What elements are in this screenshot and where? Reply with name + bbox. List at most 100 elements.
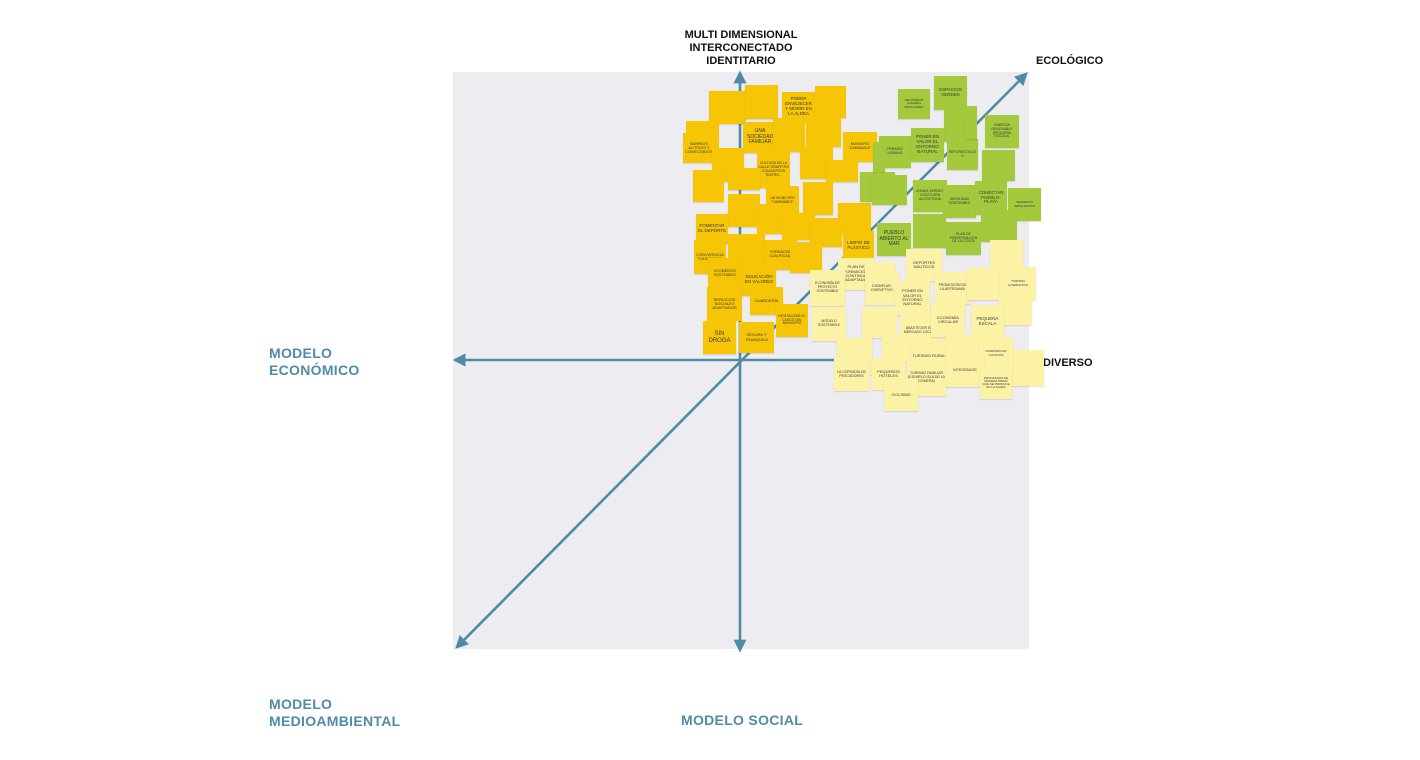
sticky-note-text: MOVILIDAD SOSTENIBLE	[948, 196, 971, 205]
sticky-note: LA COFRADÍA DE PESCADORES	[834, 358, 869, 391]
sticky-note	[815, 86, 846, 118]
sticky-note: ECONOMÍA DE PROYECTO SOSTENIBLE	[810, 270, 845, 306]
sticky-note-text: UN MUNICIPIO "CAMINABLE"	[770, 196, 795, 204]
sticky-note-text: TURISMO ALTERNATIVO	[1007, 279, 1029, 287]
sticky-note-text: LIMPIO DE PLÁSTICO	[847, 240, 870, 250]
sticky-note	[782, 213, 815, 240]
sticky-note-text: SEGURA Y TRANQUILA	[745, 332, 768, 342]
sticky-note	[913, 214, 946, 248]
sticky-note: PROCESADO DE MATERIA PRIMA QUE SE PRODUC…	[980, 367, 1012, 399]
axis-label-top-line3: IDENTITARIO	[706, 55, 776, 67]
sticky-note	[873, 142, 885, 172]
sticky-note-text: RECUPERAR LUGARES SINGULARES	[904, 98, 924, 109]
sticky-note: FOMENTAR EL DEPORTE	[696, 214, 728, 244]
sticky-note: CULTURA EN LA CALLE GRAFFITIS CONCIERTOS…	[757, 152, 790, 188]
axis-label-top: MULTI DIMENSIONAL INTERCONECTADO IDENTIT…	[660, 29, 822, 68]
axis-label-diverso: DIVERSO	[1043, 357, 1093, 369]
sticky-note	[882, 335, 914, 362]
sticky-note: DIVERSIFICAR CULTIVOS	[979, 337, 1013, 370]
sticky-note: ECOMERCIO SOSTENIBLE	[708, 258, 742, 290]
sticky-note-text: REVITALIZAR EL CASCO DEL MUNICIPIO	[778, 313, 806, 326]
sticky-note: ZONAS VERDES CON FLORA AUTÓCTONA	[913, 180, 947, 212]
sticky-note-text: MUNICIPIO "CAMINABLE"	[848, 142, 872, 150]
sticky-note	[981, 210, 1017, 242]
sticky-note-text: PONER EN VALOR EL ENTORNO NATURAL	[915, 134, 940, 154]
sticky-note: REFORESTACIÓN	[947, 139, 978, 170]
axis-label-top-line1: MULTI DIMENSIONAL	[684, 29, 798, 41]
sticky-note-text: ENERGÍA RENOVABLE (PEQUEÑA ESCALA)	[991, 122, 1013, 139]
sticky-note: INTEGRADOR	[946, 354, 984, 387]
sticky-note-text: PLAN DE FORMACIÓN CONTINUA ADAPTADO	[843, 264, 869, 283]
sticky-note: RECUPERAR LUGARES SINGULARES	[898, 89, 930, 119]
sticky-note	[965, 115, 977, 139]
sticky-note-text: PONER EN VALOR EL ENTORNO NATURAL	[902, 288, 923, 307]
sticky-note-text: UNA SOCIEDAD FAMILIAR	[746, 128, 774, 146]
sticky-note	[773, 118, 805, 152]
sticky-note	[745, 85, 778, 119]
sticky-note-text: PEQUEÑA ESCALA	[976, 316, 999, 326]
sticky-note	[709, 91, 746, 124]
sticky-note-text: SENDEROS SEÑALIZADOS	[1013, 200, 1035, 208]
axis-label-ecologico: ECOLÓGICO	[1036, 55, 1104, 67]
sticky-note-text: SERVICIOS SOCIALES ADAPTADOS	[712, 296, 737, 311]
sticky-note-text: PLAN DE PRESERVACIÓN DE LA COSTA	[949, 231, 978, 244]
sticky-note: DEPORTES NÁUTICOS	[906, 249, 942, 281]
sticky-note: ECONOMÍA CIRCULAR	[931, 303, 965, 337]
sticky-note-text: MODELO SOSTENIBLE	[818, 319, 840, 327]
diagonal-axis	[455, 72, 1028, 649]
sticky-note: BARRIOS ACTIVOS Y CONECTADOS	[683, 133, 715, 163]
sticky-note: PUEBLO ABIERTO AL MAR	[877, 223, 911, 256]
sticky-note: PROMOCIÓN DE LA ARTESANÍA	[935, 272, 970, 304]
sticky-note	[693, 170, 724, 202]
sticky-note-text: PARAÍSO URBANO	[887, 147, 903, 155]
sticky-note-text: ECONOMÍA DE PROYECTO SOSTENIBLE	[815, 281, 840, 293]
sticky-note: ENERGÍA RENOVABLE (PEQUEÑA ESCALA)	[985, 115, 1019, 148]
sticky-note: SEGURA Y TRANQUILA	[739, 322, 774, 353]
axis-label-modelo-social: MODELO SOCIAL	[681, 712, 804, 728]
sticky-note: REVITALIZAR EL CASCO DEL MUNICIPIO	[776, 304, 808, 337]
sticky-note-text: DIVERSIFICAR CULTIVOS	[985, 349, 1007, 357]
sticky-note-text: FORMACIÓN CUALIFICADA	[769, 250, 793, 258]
sticky-note	[806, 117, 841, 147]
sticky-note	[790, 242, 822, 273]
sticky-note: PONER EN VALOR EL ENTORNO NATURAL	[895, 281, 930, 315]
sticky-note: LIMPIO DE PLÁSTICO	[843, 231, 874, 261]
sticky-note: MOVILIDAD SOSTENIBLE	[943, 185, 976, 218]
sticky-note-text: ECONOMÍA CIRCULAR	[937, 314, 959, 324]
sticky-note: PEQUEÑA ESCALA	[971, 305, 1004, 339]
sticky-note: SERVICIOS SOCIALES ADAPTADOS	[707, 287, 742, 321]
sticky-note: CONECTAR PUEBLO-PLAYA	[975, 181, 1007, 215]
sticky-note-text: ESPACIOS VERDES	[939, 87, 962, 97]
axis-label-economico-line1: MODELO	[269, 345, 333, 361]
sticky-note-text: INTEGRADOR	[953, 367, 977, 372]
sticky-note: ESPACIOS VERDES	[934, 76, 967, 110]
sticky-note: PLAN DE PRESERVACIÓN DE LA COSTA	[946, 222, 981, 255]
sticky-note	[862, 307, 897, 338]
sticky-note: EJEMPLAR, DISRUPTIVO	[865, 272, 899, 305]
axis-label-medioambiental-line2: MEDIOAMBIENTAL	[269, 713, 401, 729]
sticky-note	[838, 203, 871, 233]
sticky-note-text: PROCESADO DE MATERIA PRIMA QUE SE PRODUC…	[982, 375, 1010, 390]
sticky-note-text: EDUCACIÓN EN VALORES	[744, 273, 774, 284]
sticky-note-text: CONECTAR PUEBLO-PLAYA	[978, 189, 1004, 205]
sticky-note-text: FOMENTAR EL DEPORTE	[697, 223, 727, 233]
sticky-note	[982, 150, 1015, 181]
sticky-note-text: ZONAS VERDES CON FLORA AUTÓCTONA	[916, 189, 944, 201]
sticky-note-text: TURISMO RURAL	[912, 352, 946, 358]
sticky-note	[803, 182, 833, 215]
sticky-note-text: PEQUEÑOS HOTELES	[877, 368, 900, 378]
sticky-note	[826, 160, 858, 182]
sticky-note: UNA SOCIEDAD FAMILIAR	[743, 122, 777, 153]
sticky-note: SENDEROS SEÑALIZADOS	[1008, 188, 1041, 221]
sticky-note: TURISMO ALTERNATIVO	[1000, 267, 1036, 300]
sticky-note-text: PODER ENVEJECER Y MORIR EN LA ALDEA	[784, 96, 812, 116]
sticky-note-text: CICLISMO	[891, 391, 911, 397]
sticky-note-text: GUARDERÍA	[754, 297, 779, 303]
sticky-note	[1011, 350, 1044, 386]
axis-label-top-line2: INTERCONECTADO	[689, 42, 793, 54]
axis-label-medioambiental-line1: MODELO	[269, 696, 333, 712]
sticky-note	[728, 194, 760, 227]
sticky-note: PONER EN VALOR EL ENTORNO NATURAL	[911, 128, 944, 162]
axis-label-modelo-economico: MODELO ECONÓMICO	[269, 345, 360, 379]
